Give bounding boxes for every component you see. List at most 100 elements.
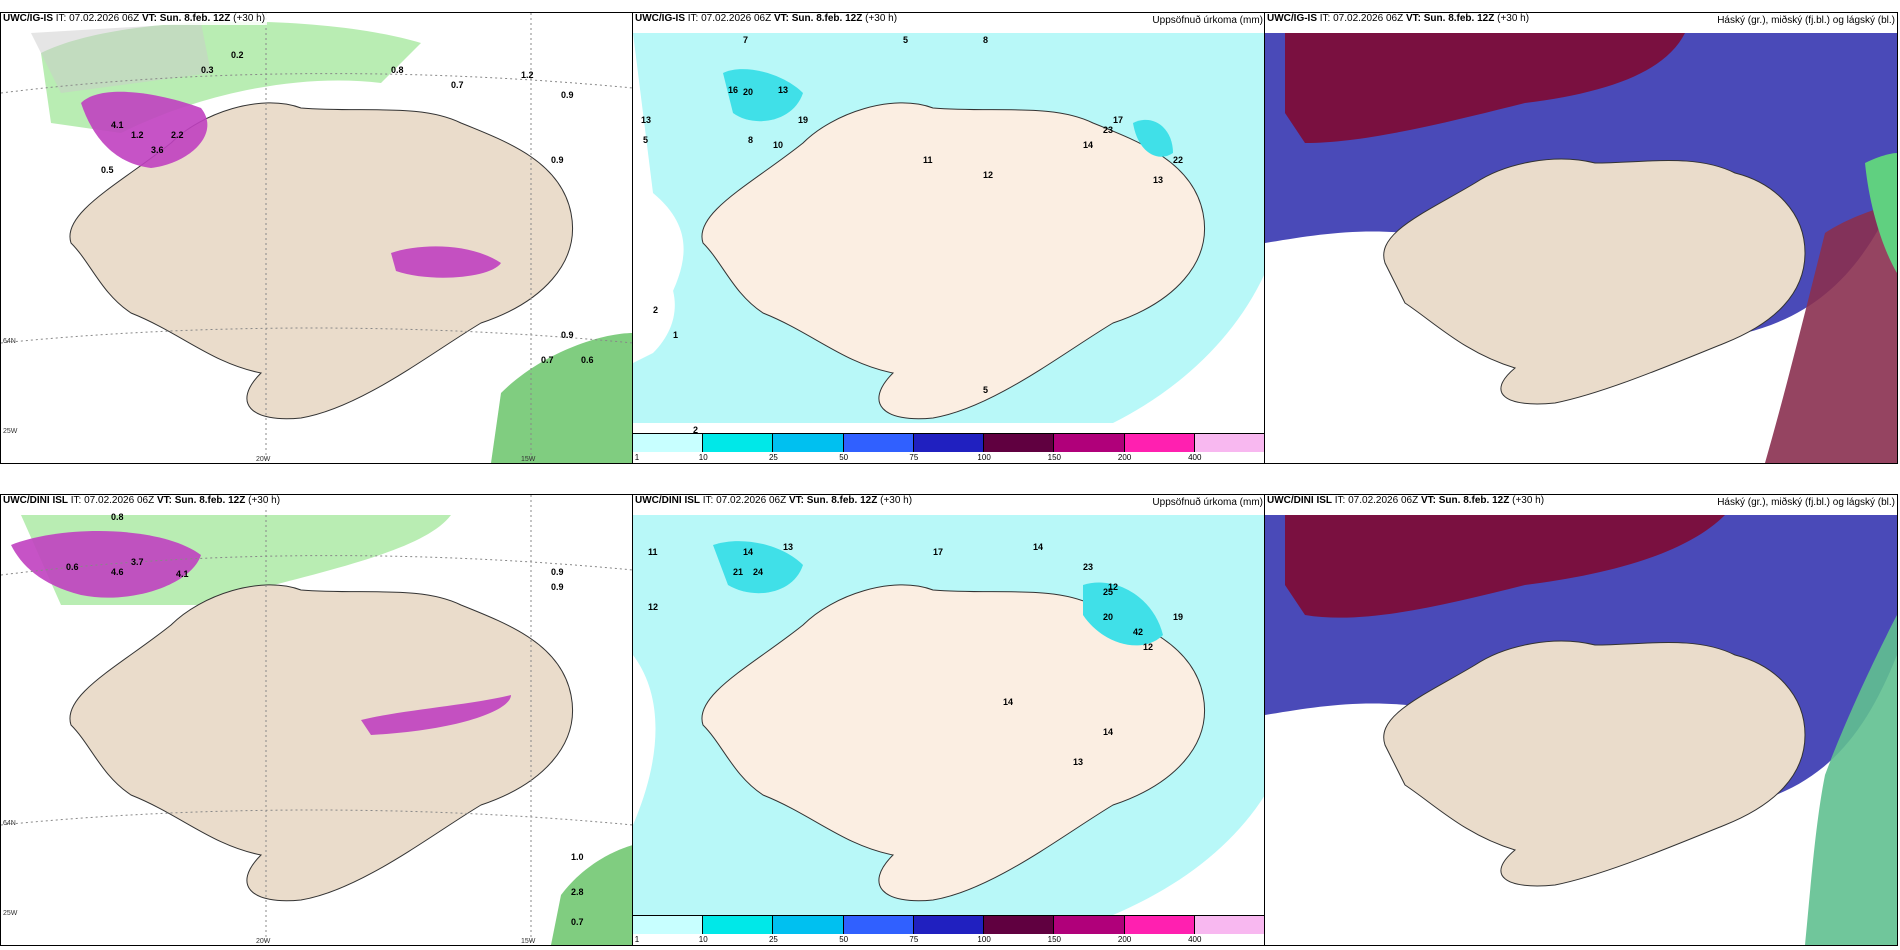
map-panel-top-left[interactable]: 20W 15W 25W 64N 0.2 0.3 0.8 0.7 1.2 0.9 4.1 1.2… [0,12,634,464]
precip-value-label: 13 [778,85,788,95]
precip-value-label: 10 [773,140,783,150]
precip-value-label: 11 [648,547,658,557]
precip-value-label: 0.5 [101,165,114,175]
map-panel-top-middle[interactable]: 13 7 5 8 16 20 13 19 8 10 5 11 12 17 14 23 22 13 2 1 2 5 1 10 2… [632,12,1266,464]
precip-value-label: 2 [693,425,698,435]
colorbar-tick-label: 10 [698,935,708,944]
panel-subtitle: Háský (gr.), miðský (fj.bl.) og lágský (… [1717,497,1895,508]
precip-value-label: 23 [1083,562,1093,572]
iceland-land [69,102,573,420]
model-name: UWC/IG-IS [635,13,685,24]
precip-cyan-east [1083,582,1163,646]
colorbar-tick-label: 400 [1188,935,1202,944]
axis-label-25w: 25W [3,428,18,435]
precip-value-label: 5 [903,35,908,45]
map-canvas: 20W 15W 25W 64N 0.2 0.3 0.8 0.7 1.2 0.9 4.1 1.2… [1,13,633,463]
model-name: UWC/DINI ISL [3,495,68,506]
precip-value-label: 5 [643,135,648,145]
hatched-area [31,23,211,93]
map-canvas [1265,495,1897,945]
map-panel-bottom-middle[interactable]: 11 12 14 21 24 13 17 14 23 20 42 25 19 12 14 13 12 14 1 10… [632,494,1266,946]
colorbar-swatch [633,434,704,452]
precip-green-se [551,845,633,945]
colorbar [633,433,1265,452]
precip-value-label: 14 [1083,140,1093,150]
valid-time: Sun. 8.feb. 12Z [159,13,231,24]
precip-value-label: 0.9 [561,90,574,100]
precip-cyan-nw [713,541,803,594]
colorbar-swatch [703,916,774,934]
precip-value-label: 42 [1133,627,1143,637]
colorbar-tick-label: 75 [909,453,919,462]
precip-value-label: 14 [1033,542,1043,552]
precip-white-sw [633,243,675,363]
precip-value-label: 24 [753,567,763,577]
colorbar-swatch [1124,434,1195,452]
model-name: UWC/DINI ISL [635,495,700,506]
precip-value-label: 14 [1103,727,1113,737]
precip-value-label: 0.7 [451,80,464,90]
precip-value-label: 12 [1143,642,1153,652]
colorbar-tick-label: 200 [1117,935,1132,944]
panel-title: UWC/IG-IS IT: 07.02.2026 06Z VT: Sun. 8.… [1,13,268,25]
precip-value-label: 0.6 [581,355,594,365]
lead-time: (+30 h) [1497,13,1530,24]
precip-value-label: 23 [1103,125,1113,135]
precip-value-label: 13 [1073,757,1083,767]
cloud-low-green [1865,153,1897,273]
panel-title: UWC/IG-IS IT: 07.02.2026 06Z VT: Sun. 8.… [1265,13,1532,25]
colorbar-swatch [773,434,844,452]
axis-label-20w: 20W [256,938,271,945]
snow-purple-nw [81,91,208,168]
init-time: IT: 07.02.2026 06Z [70,495,155,506]
precip-value-label: 3.7 [131,557,144,567]
colorbar-swatch [1194,434,1265,452]
precip-value-label: 4.1 [111,120,124,130]
init-time: IT: 07.02.2026 06Z [687,13,772,24]
precip-value-label: 1.0 [571,852,584,862]
precip-value-label: 19 [1173,612,1183,622]
valid-time: Sun. 8.feb. 12Z [791,13,863,24]
precip-value-labels: 0.8 3.7 4.6 4.1 0.6 0.9 0.9 1.0 2.8 0.7 [66,512,584,927]
precip-value-label: 0.9 [551,155,564,165]
precip-value-label: 13 [1153,175,1163,185]
precip-value-label: 0.9 [551,567,564,577]
colorbar-tick-label: 1 [634,453,640,462]
precip-value-label: 1 [673,330,678,340]
precip-value-label: 0.2 [231,50,244,60]
precip-value-label: 8 [748,135,753,145]
grid-lines [1,495,633,945]
model-name: UWC/IG-IS [3,13,53,24]
colorbar-swatch [1054,434,1125,452]
valid-time: Sun. 8.feb. 12Z [174,495,246,506]
colorbar-swatch [984,434,1055,452]
precip-value-label: 0.6 [66,562,79,572]
cloud-low-green [1805,615,1897,945]
colorbar-swatch [843,434,914,452]
map-panel-bottom-left[interactable]: 20W 15W 25W 64N 0.8 3.7 4.6 4.1 0.6 0.9 0.9 1.0… [0,494,634,946]
precip-value-label: 12 [983,170,993,180]
precip-value-label: 14 [1003,697,1013,707]
axis-label-15w: 15W [521,456,536,463]
precip-value-label: 16 [728,85,738,95]
precip-value-label: 0.8 [391,65,404,75]
precip-value-label: 0.3 [201,65,214,75]
colorbar-swatch [1194,916,1265,934]
cloud-high-north [1285,33,1685,143]
iceland-land [701,584,1205,902]
panel-title: UWC/DINI ISL IT: 07.02.2026 06Z VT: Sun.… [1,495,283,507]
model-name: UWC/IG-IS [1267,13,1317,24]
map-panel-bottom-right[interactable]: UWC/DINI ISL IT: 07.02.2026 06Z VT: Sun.… [1264,494,1898,946]
panel-subtitle: Uppsöfnuð úrkoma (mm) [1152,15,1263,26]
precip-value-label: 0.7 [541,355,554,365]
snow-purple-south [361,695,511,735]
map-panel-top-right[interactable]: UWC/IG-IS IT: 07.02.2026 06Z VT: Sun. 8.… [1264,12,1898,464]
precip-value-label: 4.6 [111,567,124,577]
colorbar-tick-label: 25 [768,453,778,462]
precip-value-label: 8 [983,35,988,45]
colorbar-swatch [1054,916,1125,934]
lead-time: (+30 h) [233,13,266,24]
precip-value-label: 5 [983,385,988,395]
